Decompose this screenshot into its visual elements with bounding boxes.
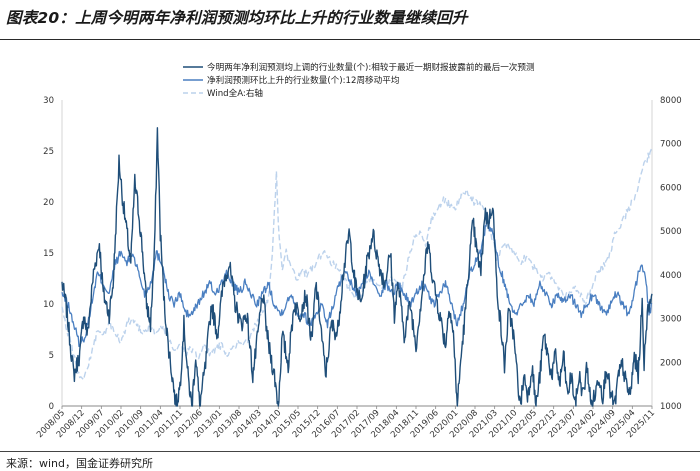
right-tick-label: 7000 xyxy=(660,140,682,150)
left-tick-label: 15 xyxy=(43,249,54,259)
figure-title: 图表20：上周今明两年净利润预测均环比上升的行业数量继续回升 xyxy=(6,9,468,27)
left-tick-label: 30 xyxy=(43,96,54,106)
source-note: 来源：wind，国金证券研究所 xyxy=(6,457,154,470)
series-line-3 xyxy=(61,147,653,381)
legend: 今明两年净利润预测均上调的行业数量(个):相较于最近一期财报披露前的最后一次预测… xyxy=(183,61,535,99)
left-tick-label: 0 xyxy=(49,402,54,412)
right-tick-label: 4000 xyxy=(660,271,682,281)
line-chart: 0 5 10 15 20 25 30 1000 2000 3000 4000 5000 6000 700… xyxy=(35,61,682,440)
right-axis-ticks: 1000 2000 3000 4000 5000 6000 7000 8000 xyxy=(660,96,682,412)
x-axis-ticks: 2008/052008/122009/072010/022010/092011/… xyxy=(35,406,657,440)
right-tick-label: 8000 xyxy=(660,96,682,106)
footer-rule xyxy=(0,451,700,452)
right-tick-label: 3000 xyxy=(660,315,682,325)
legend-label: 今明两年净利润预测均上调的行业数量(个):相较于最近一期财报披露前的最后一次预测 xyxy=(207,61,535,73)
right-tick-label: 1000 xyxy=(660,402,682,412)
legend-label: 净利润预测环比上升的行业数量(个):12周移动平均 xyxy=(207,74,399,86)
right-tick-label: 6000 xyxy=(660,183,682,193)
left-tick-label: 5 xyxy=(49,351,54,361)
series-layer xyxy=(61,127,653,407)
right-tick-label: 2000 xyxy=(660,358,682,368)
legend-label: Wind全A:右轴 xyxy=(207,87,263,99)
left-axis-ticks: 0 5 10 15 20 25 30 xyxy=(43,96,54,412)
title-rule xyxy=(0,39,700,40)
series-line-1 xyxy=(61,127,653,407)
left-tick-label: 25 xyxy=(43,147,54,157)
left-tick-label: 20 xyxy=(43,198,54,208)
right-tick-label: 5000 xyxy=(660,227,682,237)
left-tick-label: 10 xyxy=(43,300,54,310)
